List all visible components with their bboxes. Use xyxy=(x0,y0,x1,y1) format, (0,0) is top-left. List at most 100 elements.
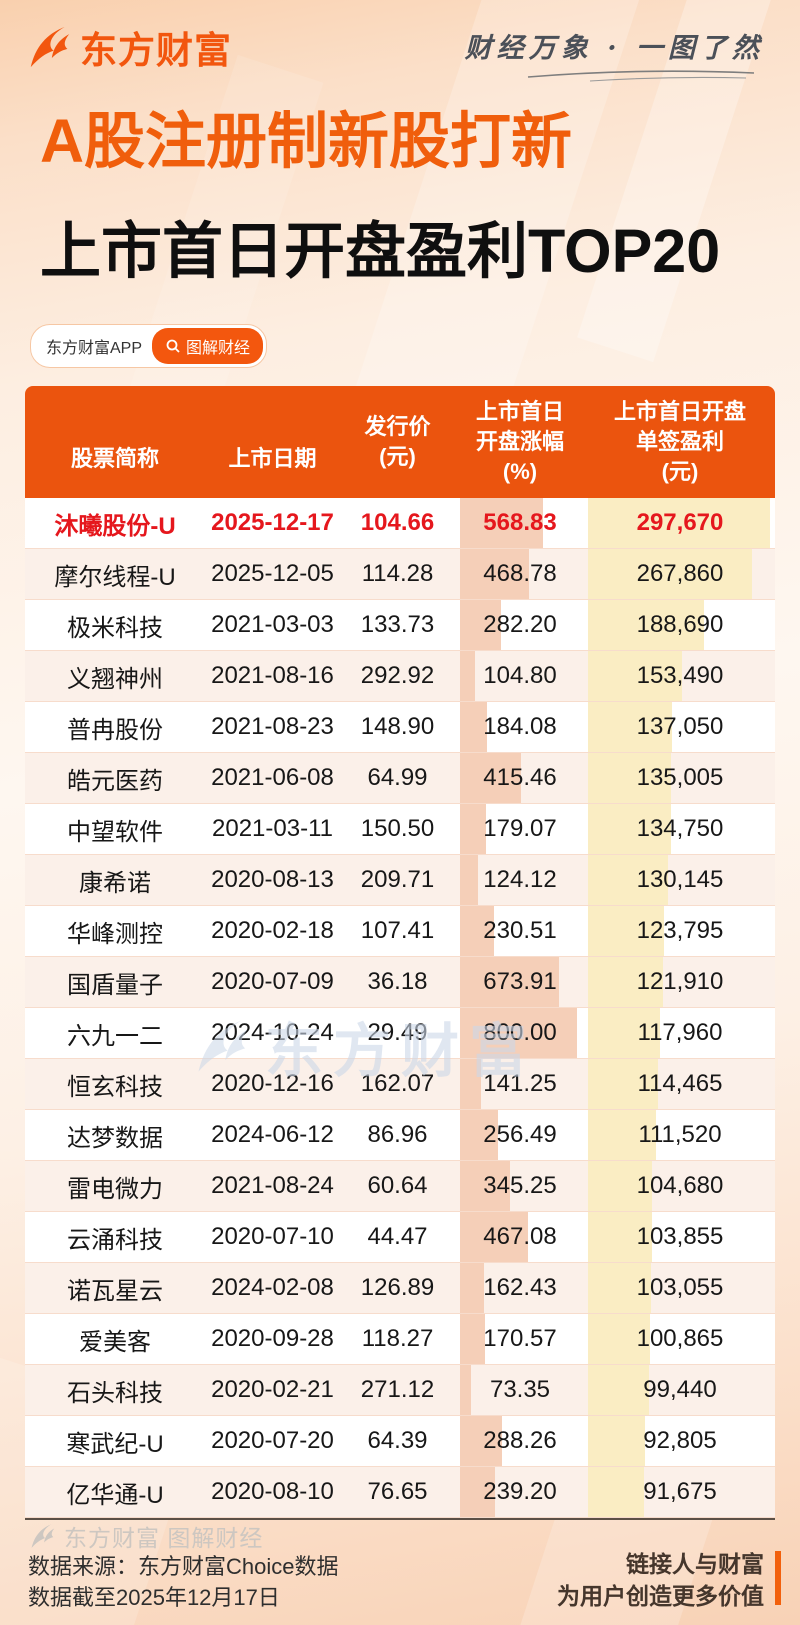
issue-price-cell: 118.27 xyxy=(361,1325,434,1352)
data-source-block: 数据来源：东方财富Choice数据 数据截至2025年12月17日 xyxy=(28,1551,338,1613)
tagline-underline-swoosh xyxy=(527,70,755,82)
open-gain-cell: 141.25 xyxy=(455,1059,585,1109)
badge-row: 东方财富APP 图解财经 xyxy=(30,324,268,368)
list-date-cell: 2021-08-23 xyxy=(211,713,334,740)
gain-bar xyxy=(460,498,544,548)
open-gain-cell: 170.57 xyxy=(455,1314,585,1364)
table-row: 石头科技 2020-02-21 271.12 73.35 99,440 xyxy=(25,1365,775,1416)
column-badge-label: 图解财经 xyxy=(186,340,251,357)
issue-price-cell: 126.89 xyxy=(360,1274,435,1301)
tagline-block: 财经万象 · 一图了然 xyxy=(465,26,764,85)
issue-price-cell: 76.65 xyxy=(367,1478,428,1505)
issue-price-cell: 292.92 xyxy=(360,662,435,689)
list-date-cell: 2024-10-24 xyxy=(211,1019,334,1046)
gain-bar xyxy=(460,1212,529,1262)
profit-bar xyxy=(588,1365,649,1415)
tagline: 财经万象 · 一图了然 xyxy=(464,33,764,64)
header-issue-price: 发行价 (元) xyxy=(364,414,431,469)
profit-bar xyxy=(588,1008,661,1058)
stock-name-cell: 石头科技 xyxy=(67,1379,163,1407)
stock-name-cell: 中望软件 xyxy=(67,818,163,846)
open-gain-cell: 415.46 xyxy=(455,753,585,803)
list-date-cell: 2020-12-16 xyxy=(211,1070,334,1097)
list-date-cell: 2020-08-13 xyxy=(211,866,334,893)
open-gain-cell: 184.08 xyxy=(455,702,585,752)
profit-bar xyxy=(588,804,671,854)
open-profit-cell: 91,675 xyxy=(585,1467,775,1517)
issue-price-cell: 107.41 xyxy=(360,917,435,944)
app-badge[interactable]: 东方财富APP 图解财经 xyxy=(30,324,268,368)
gain-bar xyxy=(460,1059,481,1109)
app-badge-label: 东方财富APP xyxy=(46,340,143,357)
issue-price-cell: 64.99 xyxy=(367,764,428,791)
stock-name-cell: 亿华通-U xyxy=(66,1481,164,1509)
profit-bar xyxy=(588,651,683,701)
open-profit-cell: 188,690 xyxy=(585,600,775,650)
stock-name-cell: 沐曦股份-U xyxy=(54,512,176,540)
header-open-profit: 上市首日开盘 单签盈利 (元) xyxy=(613,399,746,484)
profit-bar xyxy=(588,1161,653,1211)
open-profit-cell: 137,050 xyxy=(585,702,775,752)
profit-bar xyxy=(588,906,664,956)
open-gain-cell: 467.08 xyxy=(455,1212,585,1262)
open-gain-cell: 673.91 xyxy=(455,957,585,1007)
list-date-cell: 2024-02-08 xyxy=(211,1274,334,1301)
issue-price-cell: 209.71 xyxy=(360,866,435,893)
list-date-cell: 2020-07-09 xyxy=(211,968,334,995)
footer-watermark-text: 东方财富 图解财经 xyxy=(64,1525,264,1551)
table-header: 股票简称 上市日期 发行价 (元) 上市首日 开盘涨幅 (%) 上市首日开盘 单… xyxy=(25,386,775,498)
slogan-line1: 链接人与财富 xyxy=(626,1551,764,1577)
stock-name-cell: 爱美客 xyxy=(79,1328,151,1356)
table-row: 皓元医药 2021-06-08 64.99 415.46 135,005 xyxy=(25,753,775,804)
stock-name-cell: 诺瓦星云 xyxy=(67,1277,163,1305)
profit-bar xyxy=(588,1467,645,1517)
table-row: 爱美客 2020-09-28 118.27 170.57 100,865 xyxy=(25,1314,775,1365)
table-row: 摩尔线程-U 2025-12-05 114.28 468.78 267,860 xyxy=(25,549,775,600)
open-profit-cell: 297,670 xyxy=(585,498,775,548)
issue-price-cell: 64.39 xyxy=(367,1427,428,1454)
gain-bar xyxy=(460,804,487,854)
issue-price-cell: 36.18 xyxy=(367,968,428,995)
list-date-cell: 2021-08-24 xyxy=(211,1172,334,1199)
list-date-cell: 2021-03-03 xyxy=(211,611,334,638)
gain-bar xyxy=(460,855,479,905)
footer-slogan: 链接人与财富 为用户创造更多价值 xyxy=(557,1548,764,1612)
list-date-cell: 2025-12-17 xyxy=(211,509,334,536)
stock-name-cell: 普冉股份 xyxy=(67,716,163,744)
open-gain-cell: 104.80 xyxy=(455,651,585,701)
table-row: 恒玄科技 2020-12-16 162.07 141.25 114,465 xyxy=(25,1059,775,1110)
table-row: 华峰测控 2020-02-18 107.41 230.51 123,795 xyxy=(25,906,775,957)
gain-bar xyxy=(460,1008,577,1058)
profit-bar xyxy=(588,1059,659,1109)
stock-name-cell: 云涌科技 xyxy=(67,1226,163,1254)
page-title-line2: 上市首日开盘盈利TOP20 xyxy=(40,217,721,285)
gain-bar xyxy=(460,651,476,701)
issue-price-cell: 29.49 xyxy=(367,1019,428,1046)
column-badge[interactable]: 图解财经 xyxy=(152,328,264,364)
open-gain-cell: 73.35 xyxy=(455,1365,585,1415)
open-profit-cell: 130,145 xyxy=(585,855,775,905)
data-cutoff-line: 数据截至2025年12月17日 xyxy=(28,1585,280,1610)
profit-bar xyxy=(588,1212,652,1262)
open-profit-cell: 111,520 xyxy=(585,1110,775,1160)
gain-bar xyxy=(460,1365,471,1415)
open-profit-cell: 153,490 xyxy=(585,651,775,701)
list-date-cell: 2021-03-11 xyxy=(212,815,333,842)
open-gain-cell: 800.00 xyxy=(455,1008,585,1058)
open-gain-cell: 179.07 xyxy=(455,804,585,854)
open-profit-cell: 103,855 xyxy=(585,1212,775,1262)
list-date-cell: 2020-02-18 xyxy=(211,917,334,944)
list-date-cell: 2025-12-05 xyxy=(211,560,334,587)
table-row: 雷电微力 2021-08-24 60.64 345.25 104,680 xyxy=(25,1161,775,1212)
gain-bar xyxy=(460,957,559,1007)
gain-bar xyxy=(460,1416,503,1466)
list-date-cell: 2021-08-16 xyxy=(211,662,334,689)
open-gain-cell: 239.20 xyxy=(455,1467,585,1517)
list-date-cell: 2020-07-10 xyxy=(211,1223,334,1250)
slogan-line2: 为用户创造更多价值 xyxy=(557,1583,764,1609)
open-gain-cell: 288.26 xyxy=(455,1416,585,1466)
list-date-cell: 2020-08-10 xyxy=(211,1478,334,1505)
stock-name-cell: 寒武纪-U xyxy=(66,1430,164,1458)
gain-bar xyxy=(460,753,521,803)
issue-price-cell: 86.96 xyxy=(367,1121,428,1148)
